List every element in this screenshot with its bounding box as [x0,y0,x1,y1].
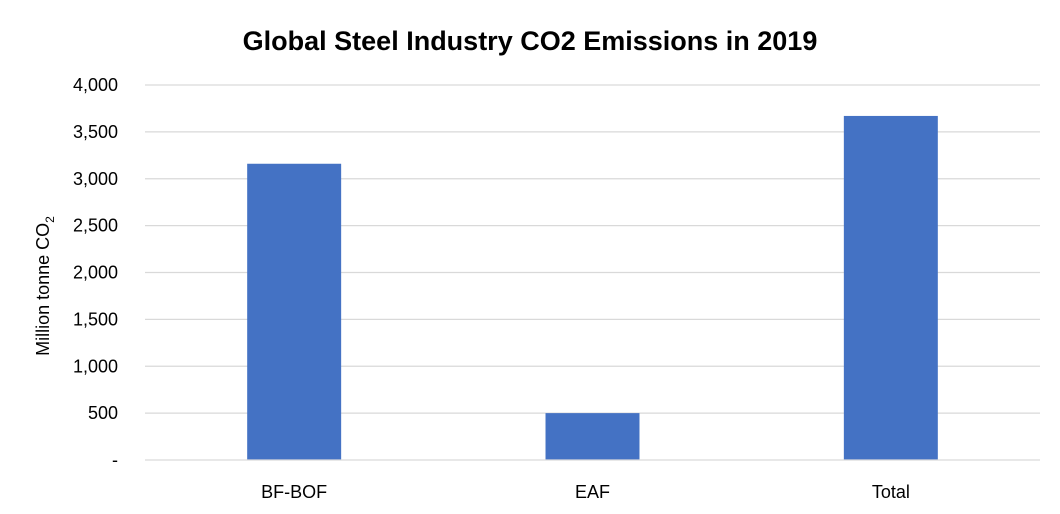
x-tick-label: Total [872,482,910,502]
x-tick-label: EAF [575,482,610,502]
bar-bf-bof [247,163,342,460]
y-axis-title-subscript: 2 [43,216,57,223]
y-tick-label: 3,500 [73,122,118,142]
y-tick-label: 4,000 [73,75,118,95]
y-tick-label: 2,500 [73,216,118,236]
y-tick-label: 1,000 [73,356,118,376]
y-tick-label: 500 [88,403,118,423]
bars [247,115,938,460]
bar-total [843,115,938,460]
y-tick-label: 2,000 [73,263,118,283]
y-tick-label: - [112,450,118,470]
chart-title: Global Steel Industry CO2 Emissions in 2… [243,26,818,56]
y-tick-label: 3,000 [73,169,118,189]
x-tick-label: BF-BOF [261,482,327,502]
y-axis-title: Million tonne CO2 [33,216,57,356]
y-axis-ticks: - 500 1,000 1,500 2,000 2,500 3,000 3,500 4,000 [73,75,118,470]
x-axis-ticks: BF-BOF EAF Total [261,482,910,502]
y-tick-label: 1,500 [73,309,118,329]
bar-eaf [545,413,640,460]
y-axis-title-main: Million tonne CO [33,223,53,356]
